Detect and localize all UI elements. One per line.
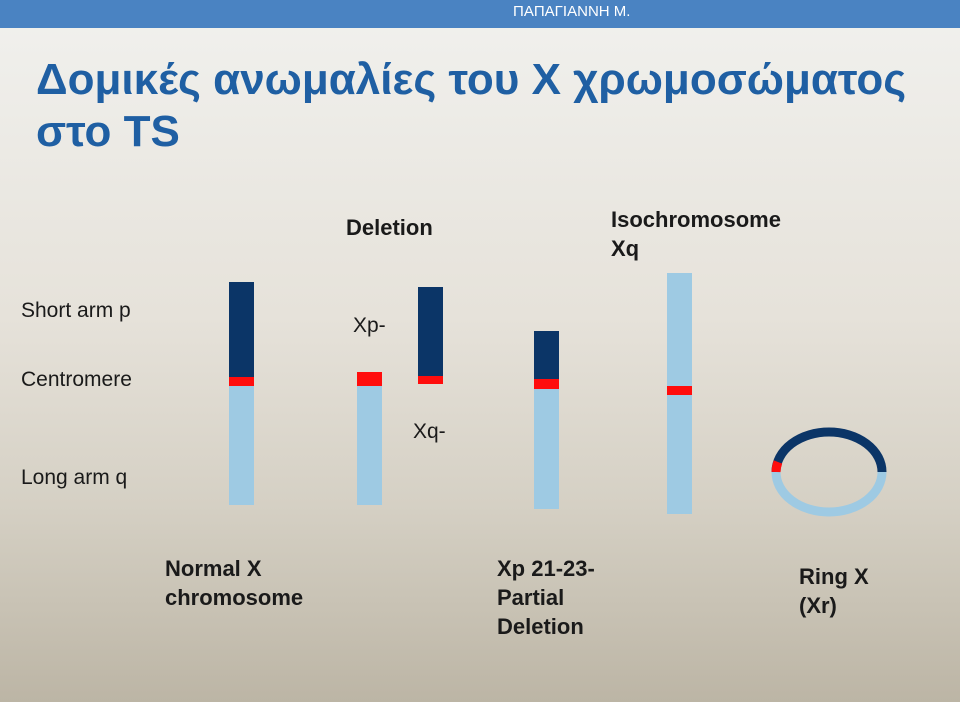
centromere-segment: [229, 377, 254, 386]
partial-line-1: Xp 21-23-: [497, 556, 595, 581]
isochromosome-xq: [667, 273, 692, 514]
short-arm-label: Short arm p: [21, 299, 131, 322]
short-arm-segment: [418, 287, 443, 376]
isochromosome-line-1: Isochromosome: [611, 207, 781, 232]
xp-deletion-chromosome: [357, 372, 382, 505]
short-arm-segment: [229, 282, 254, 377]
header-bar: ΠΑΠΑΓΙΑΝΝΗ Μ.: [0, 0, 960, 28]
ring-line-1: Ring X: [799, 564, 869, 589]
ring-x-chromosome: [771, 427, 887, 517]
title-line-1: Δομικές ανωμαλίες του Χ χρωμοσώματος: [36, 55, 907, 104]
isochromosome-line-2: Xq: [611, 236, 640, 261]
long-arm-segment: [357, 386, 382, 505]
centromere-segment: [418, 376, 443, 384]
ring-long-arm: [771, 471, 887, 517]
long-arm-segment: [229, 386, 254, 505]
xq-deletion-chromosome: [418, 287, 443, 384]
centromere-segment: [357, 372, 382, 386]
deletion-header: Deletion: [346, 215, 433, 240]
isochromosome-header: Isochromosome Xq: [611, 205, 821, 263]
centromere-label: Centromere: [21, 368, 132, 391]
partial-deletion-caption: Xp 21-23- Partial Deletion: [497, 554, 657, 641]
long-arm-label: Long arm q: [21, 466, 128, 489]
normal-line-2: chromosome: [165, 585, 304, 610]
centromere-segment: [534, 379, 559, 389]
title-line-2: στο TS: [36, 107, 180, 156]
xp-minus-label: Xp-: [353, 314, 386, 337]
long-arm-segment: [534, 389, 559, 509]
long-arm-segment-upper: [667, 273, 692, 386]
partial-line-2: Partial: [497, 585, 565, 610]
short-arm-segment: [534, 331, 559, 379]
centromere-segment: [667, 386, 692, 395]
partial-line-3: Deletion: [497, 614, 584, 639]
partial-deletion-chromosome: [534, 331, 559, 509]
xq-minus-label: Xq-: [413, 420, 446, 443]
ring-line-2: (Xr): [799, 593, 837, 618]
normal-x-chromosome: [229, 282, 254, 505]
normal-x-caption: Normal X chromosome: [165, 554, 365, 612]
long-arm-segment-lower: [667, 395, 692, 514]
ring-centromere: [771, 460, 783, 473]
ring-x-caption: Ring X (Xr): [799, 562, 919, 620]
normal-line-1: Normal X: [165, 556, 262, 581]
ring-short-arm: [771, 427, 887, 473]
slide-title: Δομικές ανωμαλίες του Χ χρωμοσώματος στο …: [36, 54, 951, 158]
author-label: ΠΑΠΑΓΙΑΝΝΗ Μ.: [513, 3, 631, 20]
